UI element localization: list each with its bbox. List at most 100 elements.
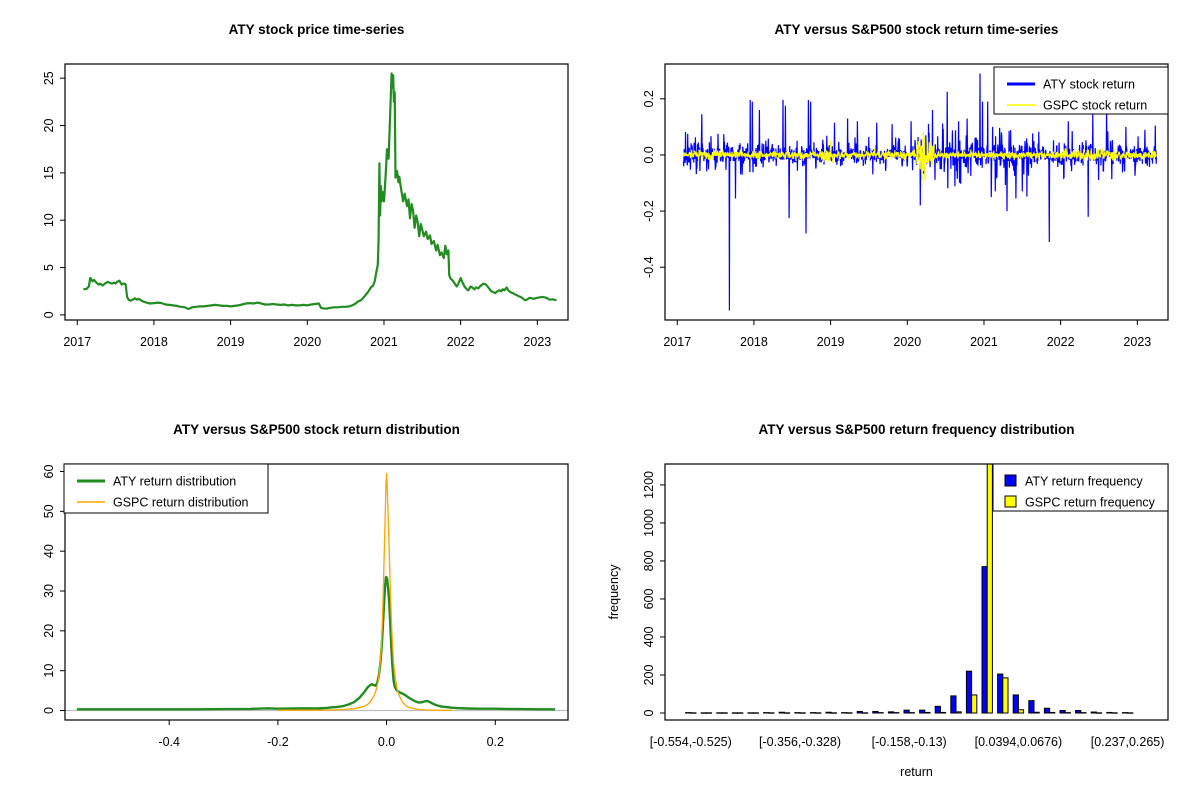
legend-square-swatch	[1004, 474, 1017, 487]
x-axis-label: return	[900, 765, 933, 779]
histogram-bar	[1012, 694, 1019, 714]
legend: ATY return distribution GSPC return distr…	[63, 463, 269, 514]
x-tick-label: 2020	[893, 335, 921, 349]
histogram-bar	[965, 670, 973, 714]
chart-title: ATY versus S&P500 stock return time-seri…	[775, 22, 1059, 37]
chart-svg-density: ATY versus S&P500 stock return distribut…	[42, 422, 569, 749]
y-tick-label: 800	[642, 550, 656, 571]
y-tick-label: 60	[42, 464, 56, 478]
legend: ATY return frequency GSPC return frequenc…	[992, 463, 1169, 512]
x-tick-label: 0.0	[378, 735, 395, 749]
legend: ATY stock return GSPC stock return	[993, 66, 1169, 115]
panel-return-distribution-chart: ATY versus S&P500 stock return distribut…	[0, 400, 600, 800]
y-tick-label: 0.2	[642, 90, 656, 107]
x-tick-label: 2019	[217, 335, 245, 349]
x-tick-label: 0.2	[487, 735, 504, 749]
histogram-bar	[939, 711, 947, 714]
histogram-bar	[1017, 709, 1025, 714]
series-gspc-return-distribution	[277, 472, 452, 711]
histogram-bar	[1049, 711, 1056, 714]
plot-box	[664, 463, 1169, 721]
y-tick-label: 0	[642, 709, 656, 716]
x-tick-label: 2018	[140, 335, 168, 349]
x-tick-label: -0.4	[158, 735, 180, 749]
legend-label: ATY stock return	[1043, 78, 1135, 92]
y-tick-label: 15	[42, 166, 56, 180]
y-tick-label: 0	[42, 311, 56, 318]
y-tick-label: 1200	[642, 471, 656, 499]
x-tick-label: 2021	[370, 335, 398, 349]
x-bin-label: [0.237,0.265)	[1091, 735, 1165, 749]
histogram-bar	[1002, 677, 1009, 714]
histogram-bar	[934, 705, 941, 714]
y-tick-label: 0	[42, 707, 56, 714]
plot-area	[83, 72, 557, 311]
y-tick-label: 10	[42, 664, 56, 678]
panel-aty-price-chart: ATY stock price time-series 2017 2018 2019 2…	[0, 0, 600, 400]
y-tick-label: 5	[42, 264, 56, 271]
histogram-bar	[1028, 700, 1035, 714]
y-tick-label: 20	[42, 624, 56, 638]
y-tick-label: 20	[42, 119, 56, 133]
y-tick-label: 600	[642, 588, 656, 609]
legend-label: GSPC return frequency	[1025, 496, 1156, 510]
histogram-bar	[903, 709, 910, 714]
histogram-bar	[950, 695, 957, 714]
legend-label: ATY return frequency	[1025, 475, 1143, 489]
x-tick-label: 2018	[740, 335, 768, 349]
legend-box	[992, 463, 1169, 512]
histogram-bar	[1059, 710, 1066, 714]
histogram-bar	[919, 709, 926, 714]
x-bin-label: [-0.356,-0.328)	[759, 735, 841, 749]
histogram-bar	[1043, 707, 1051, 714]
plot-box	[664, 63, 1169, 321]
x-bin-label: [-0.158,-0.13)	[872, 735, 947, 749]
x-tick-label: 2023	[1123, 335, 1151, 349]
y-tick-label: 40	[42, 544, 56, 558]
histogram-bar	[986, 464, 993, 714]
histogram-bar	[825, 711, 832, 714]
histogram-bar	[924, 711, 931, 714]
plot-box	[64, 63, 569, 321]
histogram-bar	[1106, 711, 1113, 714]
histogram-bar	[1090, 711, 1097, 714]
legend-label: GSPC return distribution	[113, 496, 249, 510]
legend-label: GSPC stock return	[1043, 99, 1147, 113]
histogram-bar	[997, 673, 1004, 714]
histogram-bar	[981, 566, 988, 714]
y-tick-label: 25	[42, 71, 56, 85]
histogram-bar	[971, 694, 978, 714]
y-axis-label: frequency	[607, 564, 621, 620]
chart-title: ATY stock price time-series	[229, 22, 405, 37]
plot-box	[64, 463, 569, 721]
series-gspc-stock-return	[683, 131, 1157, 186]
histogram-bar	[1075, 710, 1082, 714]
histogram-bar	[856, 710, 863, 714]
legend-label: ATY return distribution	[113, 475, 236, 489]
y-tick-label: 10	[42, 213, 56, 227]
x-tick-label: 2022	[1047, 335, 1075, 349]
x-tick-label: 2022	[447, 335, 475, 349]
panel-return-timeseries-chart: ATY versus S&P500 stock return time-seri…	[600, 0, 1200, 400]
x-tick-label: 2020	[293, 335, 321, 349]
y-tick-label: 400	[642, 626, 656, 647]
x-bin-label: [0.0394,0.0676)	[975, 735, 1063, 749]
histogram-bar	[872, 710, 879, 714]
histogram-bar	[1033, 711, 1040, 714]
plot-area	[65, 472, 568, 712]
x-tick-label: -0.2	[267, 735, 289, 749]
x-tick-label: 2017	[663, 335, 691, 349]
x-tick-label: 2021	[970, 335, 998, 349]
x-bin-label: [-0.554,-0.525)	[650, 735, 732, 749]
legend-box	[993, 66, 1169, 115]
histogram-bar	[778, 711, 785, 714]
panel-return-frequency-chart: ATY versus S&P500 return frequency distr…	[600, 400, 1200, 800]
series-aty-stock-price	[83, 72, 557, 311]
series-aty-return-distribution	[76, 575, 556, 711]
legend-box	[63, 463, 269, 514]
y-tick-label: -0.4	[642, 256, 656, 278]
chart-title: ATY versus S&P500 stock return distribut…	[173, 422, 460, 437]
x-tick-label: 2017	[63, 335, 91, 349]
histogram-bar	[887, 711, 895, 714]
plot-area	[685, 464, 1134, 714]
